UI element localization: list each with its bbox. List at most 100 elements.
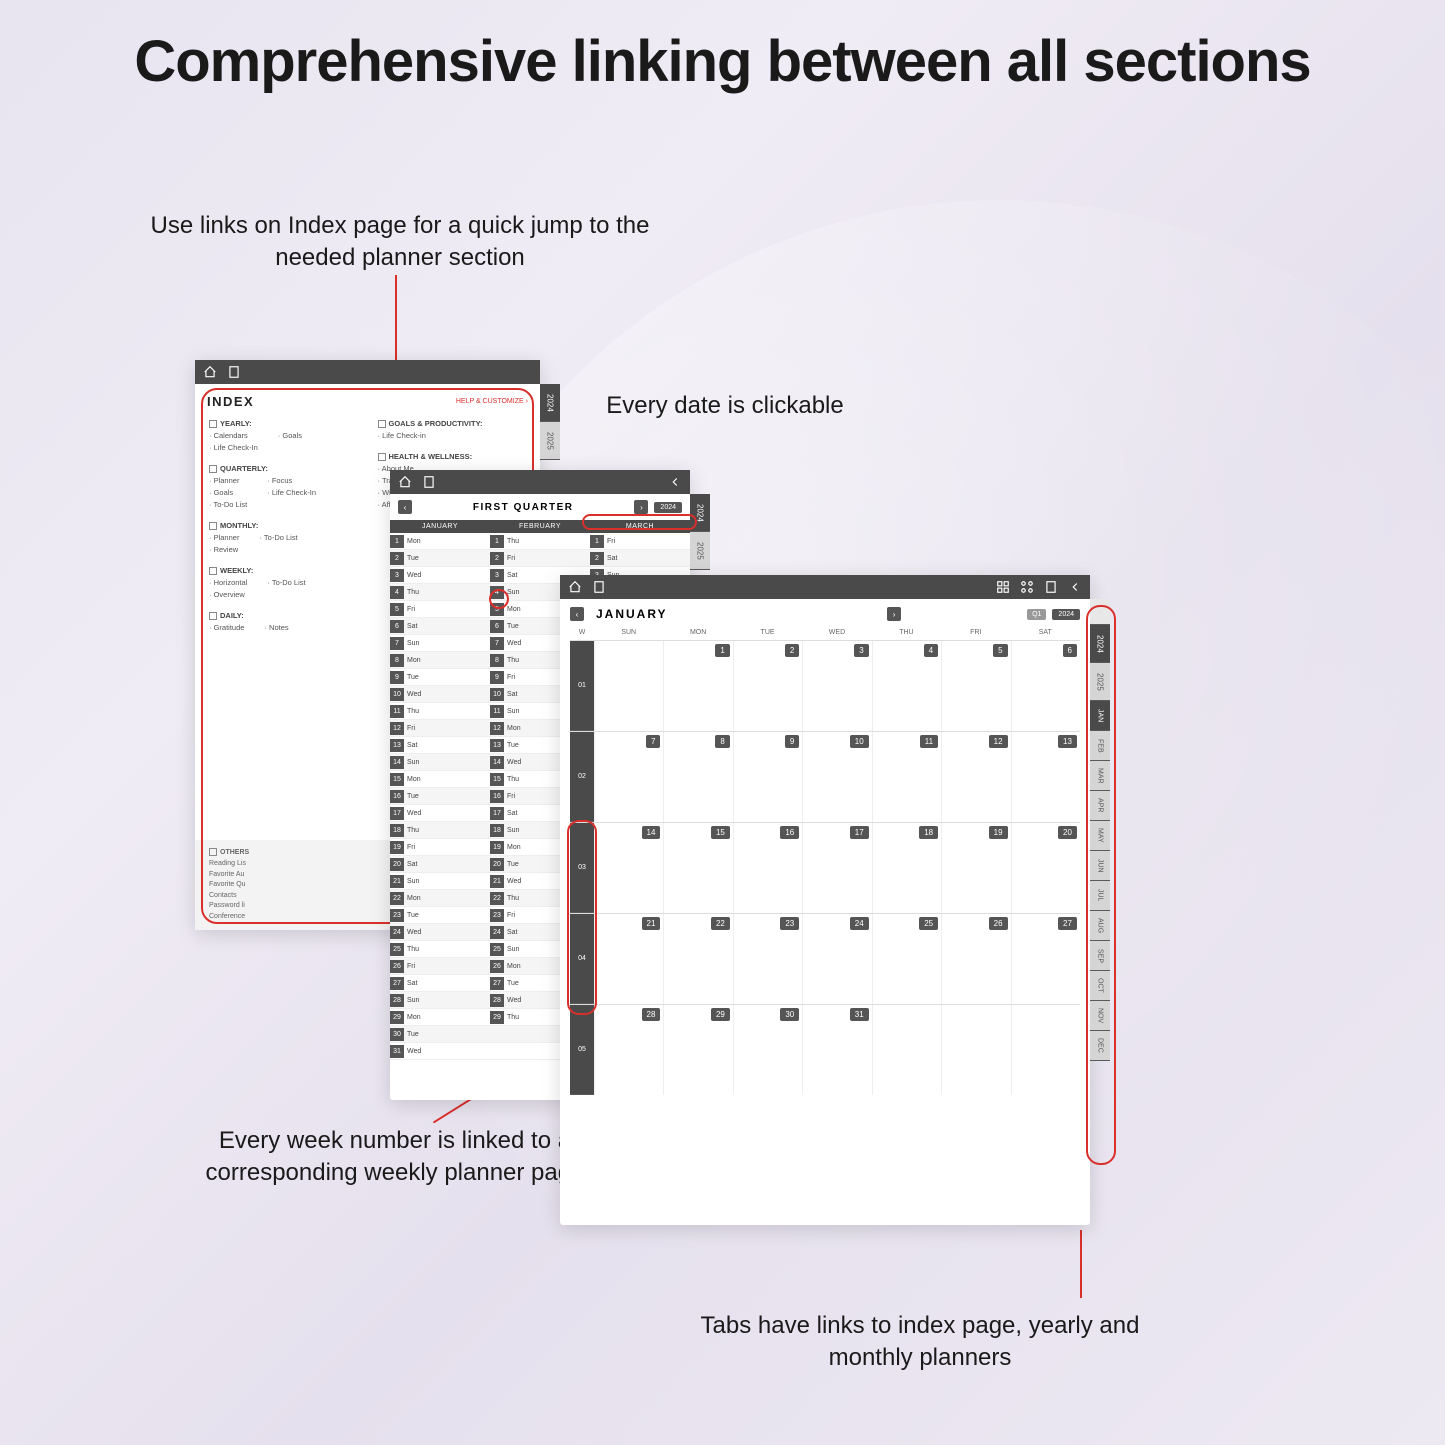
- date-cell[interactable]: 30Tue: [390, 1026, 490, 1042]
- calendar-day[interactable]: 13: [1011, 732, 1080, 822]
- date-cell[interactable]: 7Sun: [390, 635, 490, 651]
- date-cell[interactable]: 27Sat: [390, 975, 490, 991]
- index-link[interactable]: Planner: [209, 533, 239, 542]
- index-link[interactable]: Focus: [267, 476, 316, 485]
- date-cell[interactable]: 2Tue: [390, 550, 490, 566]
- calendar-day[interactable]: 26: [941, 914, 1010, 1004]
- calendar-day[interactable]: [594, 641, 663, 731]
- week-number-link[interactable]: 02: [570, 732, 594, 822]
- date-cell[interactable]: 10Wed: [390, 686, 490, 702]
- date-cell[interactable]: 1Fri: [590, 533, 690, 549]
- date-cell[interactable]: 24Wed: [390, 924, 490, 940]
- year-badge[interactable]: 2024: [1052, 609, 1080, 620]
- calendar-day[interactable]: 22: [663, 914, 732, 1004]
- date-cell[interactable]: 21Sun: [390, 873, 490, 889]
- index-link[interactable]: Life Check-In: [267, 488, 316, 497]
- date-cell[interactable]: 6Sat: [390, 618, 490, 634]
- prev-icon[interactable]: [668, 475, 682, 489]
- date-cell[interactable]: 2Sat: [590, 550, 690, 566]
- month-tab[interactable]: OCT: [1090, 971, 1110, 1001]
- month-header-link[interactable]: FEBRUARY: [490, 520, 590, 533]
- date-cell[interactable]: 26Fri: [390, 958, 490, 974]
- calendar-day[interactable]: [872, 1005, 941, 1095]
- index-link[interactable]: Gratitude: [209, 623, 244, 632]
- note-icon[interactable]: [1044, 580, 1058, 594]
- date-cell[interactable]: 5Fri: [390, 601, 490, 617]
- week-number-link[interactable]: 03: [570, 823, 594, 913]
- year-tab[interactable]: 2024: [540, 384, 560, 422]
- index-link[interactable]: Life Check-In: [209, 443, 258, 452]
- calendar-day[interactable]: 23: [733, 914, 802, 1004]
- month-tab[interactable]: AUG: [1090, 911, 1110, 941]
- modules-icon[interactable]: [1020, 580, 1034, 594]
- year-tab[interactable]: 2024: [690, 494, 710, 532]
- date-cell[interactable]: 23Tue: [390, 907, 490, 923]
- month-header-link[interactable]: JANUARY: [390, 520, 490, 533]
- prev-button[interactable]: ‹: [570, 607, 584, 621]
- year-tab[interactable]: 2025: [540, 422, 560, 460]
- date-cell[interactable]: 1Mon: [390, 533, 490, 549]
- calendar-day[interactable]: 28: [594, 1005, 663, 1095]
- grid-icon[interactable]: [996, 580, 1010, 594]
- index-link[interactable]: Goals: [209, 488, 247, 497]
- year-badge[interactable]: 2024: [654, 502, 682, 513]
- date-cell[interactable]: 29Mon: [390, 1009, 490, 1025]
- month-tab[interactable]: JUL: [1090, 881, 1110, 911]
- page-icon[interactable]: [227, 365, 241, 379]
- date-cell[interactable]: 8Mon: [390, 652, 490, 668]
- date-cell[interactable]: 25Thu: [390, 941, 490, 957]
- date-cell[interactable]: 15Mon: [390, 771, 490, 787]
- date-cell[interactable]: 3Wed: [390, 567, 490, 583]
- date-cell[interactable]: 1Thu: [490, 533, 590, 549]
- calendar-day[interactable]: 16: [733, 823, 802, 913]
- date-cell[interactable]: 20Sat: [390, 856, 490, 872]
- page-icon[interactable]: [422, 475, 436, 489]
- date-cell[interactable]: 31Wed: [390, 1043, 490, 1059]
- date-cell[interactable]: 14Sun: [390, 754, 490, 770]
- home-icon[interactable]: [203, 365, 217, 379]
- date-cell[interactable]: 18Thu: [390, 822, 490, 838]
- month-tab[interactable]: JAN: [1090, 701, 1110, 731]
- week-number-link[interactable]: 01: [570, 641, 594, 731]
- date-cell[interactable]: 9Tue: [390, 669, 490, 685]
- index-link[interactable]: Horizontal: [209, 578, 247, 587]
- calendar-day[interactable]: 9: [733, 732, 802, 822]
- page-icon[interactable]: [592, 580, 606, 594]
- date-cell[interactable]: 28Sun: [390, 992, 490, 1008]
- calendar-day[interactable]: 29: [663, 1005, 732, 1095]
- date-cell[interactable]: 13Sat: [390, 737, 490, 753]
- calendar-day[interactable]: 17: [802, 823, 871, 913]
- quarter-badge[interactable]: Q1: [1027, 609, 1046, 620]
- calendar-day[interactable]: 25: [872, 914, 941, 1004]
- index-link[interactable]: Overview: [209, 590, 247, 599]
- help-link[interactable]: HELP & CUSTOMIZE›: [456, 398, 528, 405]
- month-header-link[interactable]: MARCH: [590, 520, 690, 533]
- calendar-day[interactable]: 30: [733, 1005, 802, 1095]
- calendar-day[interactable]: 11: [872, 732, 941, 822]
- calendar-day[interactable]: 7: [594, 732, 663, 822]
- calendar-day[interactable]: 24: [802, 914, 871, 1004]
- date-cell[interactable]: 11Thu: [390, 703, 490, 719]
- year-tab[interactable]: 2025: [1090, 663, 1110, 701]
- month-tab[interactable]: DEC: [1090, 1031, 1110, 1061]
- year-tab[interactable]: 2025: [690, 532, 710, 570]
- index-link[interactable]: To-Do List: [267, 578, 305, 587]
- home-icon[interactable]: [398, 475, 412, 489]
- month-tab[interactable]: SEP: [1090, 941, 1110, 971]
- week-number-link[interactable]: 04: [570, 914, 594, 1004]
- calendar-day[interactable]: 2: [733, 641, 802, 731]
- home-icon[interactable]: [568, 580, 582, 594]
- date-cell[interactable]: 12Fri: [390, 720, 490, 736]
- week-number-link[interactable]: 05: [570, 1005, 594, 1095]
- next-button[interactable]: ›: [887, 607, 901, 621]
- calendar-day[interactable]: 3: [802, 641, 871, 731]
- month-tab[interactable]: APR: [1090, 791, 1110, 821]
- prev-button[interactable]: ‹: [398, 500, 412, 514]
- date-cell[interactable]: 4Thu: [390, 584, 490, 600]
- calendar-day[interactable]: 12: [941, 732, 1010, 822]
- calendar-day[interactable]: 27: [1011, 914, 1080, 1004]
- calendar-day[interactable]: 14: [594, 823, 663, 913]
- index-link[interactable]: Life Check-in: [378, 431, 527, 440]
- calendar-day[interactable]: 18: [872, 823, 941, 913]
- calendar-day[interactable]: 4: [872, 641, 941, 731]
